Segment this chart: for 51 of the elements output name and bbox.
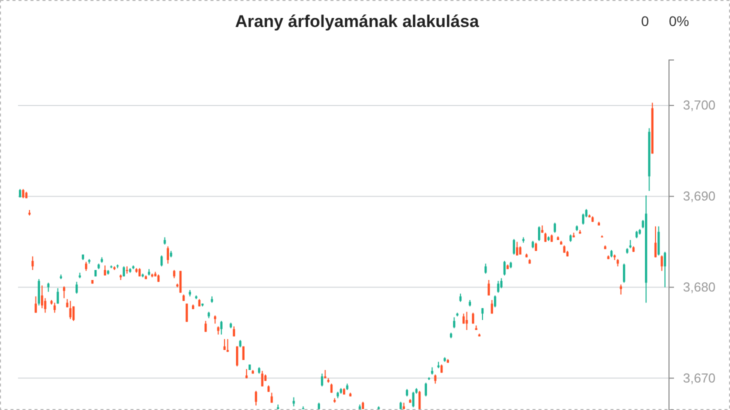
candlestick	[226, 338, 229, 352]
text: 0%	[668, 13, 690, 29]
y-tick-label: 3,700	[683, 98, 716, 113]
candlestick	[292, 396, 295, 407]
candlestick	[34, 296, 37, 314]
candlestick	[466, 311, 468, 330]
candlestick	[261, 370, 264, 387]
candlestick	[320, 373, 324, 387]
chart-title: Arany árfolyamának alakulása	[235, 12, 480, 31]
candlestick	[22, 188, 24, 199]
candlestick	[453, 316, 456, 329]
candlestick	[664, 251, 666, 288]
candlestick	[32, 256, 34, 270]
candlestick	[69, 300, 72, 320]
candlestick	[254, 390, 258, 406]
candlestick	[490, 300, 494, 314]
candlestick	[654, 226, 657, 258]
candlestick	[166, 246, 170, 264]
candlestick	[54, 302, 56, 314]
candlestick	[554, 222, 556, 234]
candlestick	[500, 278, 502, 289]
candlestick	[38, 278, 40, 306]
candlestick	[85, 261, 88, 272]
candlestick	[544, 232, 547, 242]
candlestick	[658, 226, 660, 256]
y-tick-label: 3,680	[683, 279, 716, 294]
candlestick	[40, 284, 44, 309]
candlestick	[186, 303, 188, 322]
candlestick	[481, 308, 484, 320]
candlestick	[56, 288, 59, 304]
text: 0	[641, 13, 650, 29]
candlestick	[122, 266, 125, 277]
candlestick	[660, 254, 663, 272]
y-tick-label: 3,690	[683, 188, 716, 204]
candlestick	[104, 264, 106, 276]
candlestick	[76, 281, 78, 294]
candlestick	[160, 254, 163, 267]
candlestick	[582, 213, 584, 226]
candlestick	[494, 294, 496, 308]
candlestick	[232, 326, 236, 337]
candlestick	[622, 263, 626, 284]
candlestick	[236, 346, 238, 367]
candlestick	[434, 374, 436, 384]
candlestick	[204, 320, 207, 332]
y-tick-label: 3,670	[683, 370, 716, 386]
candlestick	[488, 280, 490, 296]
candlestick	[497, 280, 500, 294]
candlestick	[412, 391, 414, 408]
candlestick	[424, 382, 427, 397]
candlestick	[512, 238, 516, 256]
candlestick	[47, 282, 50, 292]
